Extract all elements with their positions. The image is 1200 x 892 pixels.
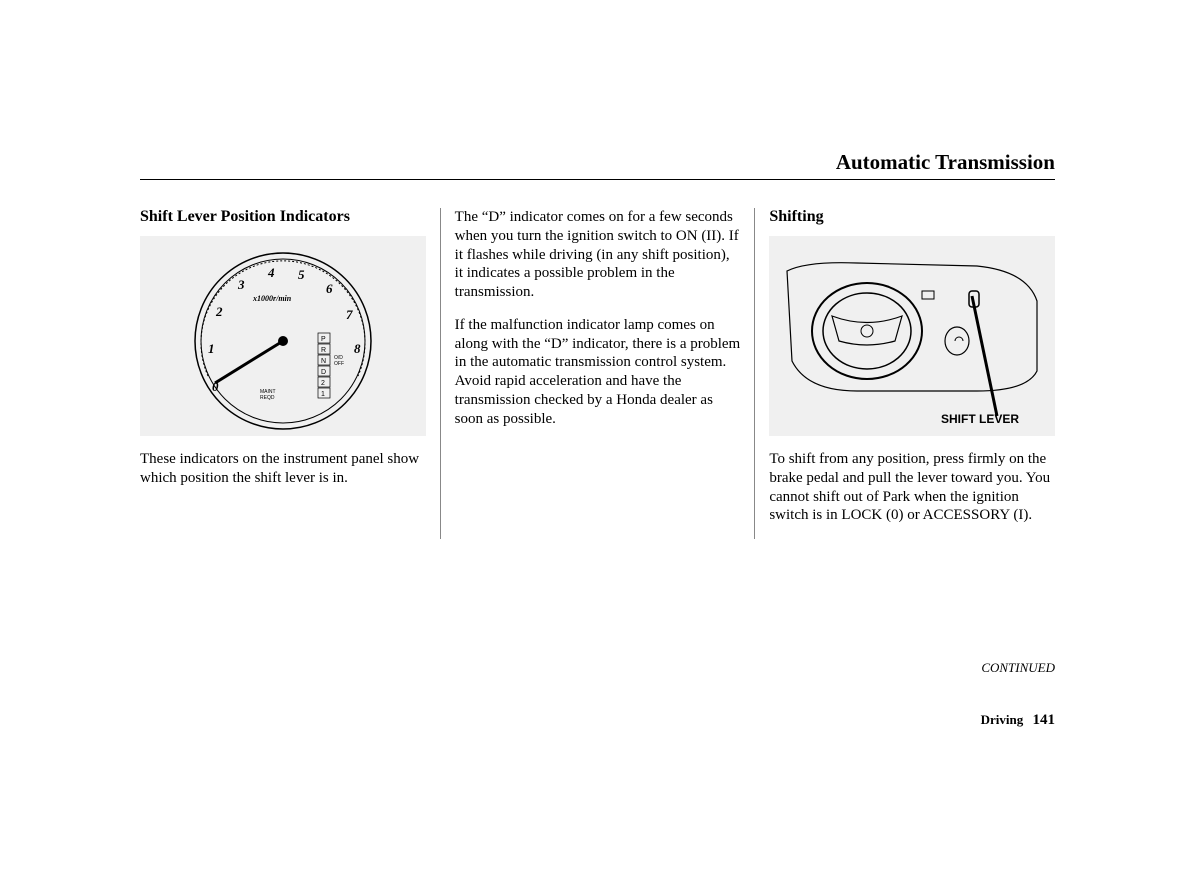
svg-text:R: R: [321, 347, 326, 354]
column-3: Shifting: [754, 208, 1055, 539]
page-title: Automatic Transmission: [140, 150, 1055, 175]
col1-heading: Shift Lever Position Indicators: [140, 208, 426, 226]
page-content: Automatic Transmission Shift Lever Posit…: [140, 150, 1055, 539]
svg-text:5: 5: [298, 267, 305, 282]
svg-text:0: 0: [212, 379, 219, 394]
svg-text:1: 1: [321, 391, 325, 398]
svg-text:x1000r/min: x1000r/min: [252, 294, 292, 303]
col2-paragraph1: The “D” indicator comes on for a few sec…: [455, 208, 741, 302]
col2-paragraph2: If the malfunction indicator lamp comes …: [455, 316, 741, 429]
svg-text:2: 2: [321, 380, 325, 387]
svg-text:OFF: OFF: [334, 361, 344, 367]
col3-heading: Shifting: [769, 208, 1055, 226]
column-1: Shift Lever Position Indicators 0 1 2 3: [140, 208, 440, 539]
shift-figure: SHIFT LEVER: [769, 236, 1055, 436]
gauge-figure: 0 1 2 3 4 5 6 7 8 x1000r/min P R N: [140, 236, 426, 436]
svg-text:D: D: [321, 369, 326, 376]
svg-text:REQD: REQD: [260, 395, 275, 401]
footer-section: Driving: [981, 712, 1024, 727]
svg-text:3: 3: [237, 277, 245, 292]
page-footer: Driving 141: [981, 712, 1055, 729]
svg-text:4: 4: [267, 265, 275, 280]
shift-lever-icon: [777, 241, 1047, 431]
column-2: The “D” indicator comes on for a few sec…: [440, 208, 755, 539]
col1-paragraph: These indicators on the instrument panel…: [140, 450, 426, 488]
gauge-icon: 0 1 2 3 4 5 6 7 8 x1000r/min P R N: [158, 241, 408, 431]
page-header: Automatic Transmission: [140, 150, 1055, 180]
svg-text:N: N: [321, 358, 326, 365]
svg-text:8: 8: [354, 341, 361, 356]
footer-page-number: 141: [1033, 712, 1056, 728]
continued-label: CONTINUED: [981, 660, 1055, 676]
svg-text:1: 1: [208, 341, 215, 356]
svg-text:6: 6: [326, 281, 333, 296]
shift-lever-label: SHIFT LEVER: [941, 412, 1019, 426]
svg-text:P: P: [321, 336, 326, 343]
svg-text:7: 7: [346, 307, 353, 322]
columns-container: Shift Lever Position Indicators 0 1 2 3: [140, 208, 1055, 539]
svg-text:2: 2: [215, 304, 223, 319]
col3-paragraph: To shift from any position, press firmly…: [769, 450, 1055, 525]
